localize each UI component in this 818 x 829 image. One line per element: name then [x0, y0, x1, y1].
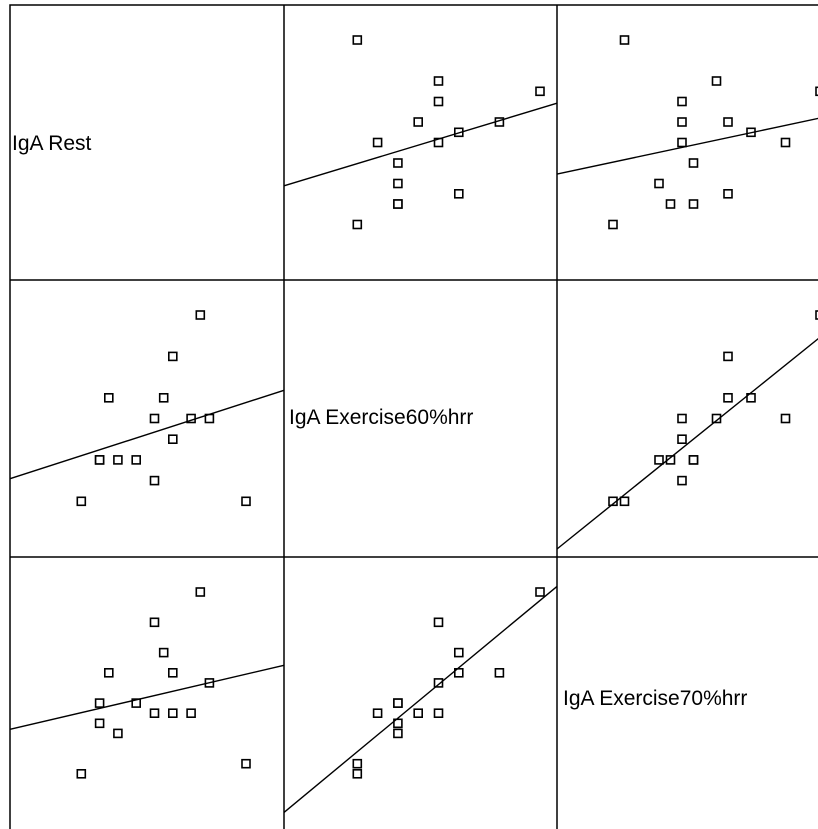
point-r1-c0-0: [76, 496, 87, 507]
point-r1-c2-4: [654, 455, 664, 465]
point-r1-c0-4: [113, 455, 123, 465]
point-r0-c2-7: [780, 137, 791, 148]
fit-line-r2-c1: [283, 585, 558, 813]
point-r0-c1-0: [352, 219, 363, 230]
point-r2-c1-0: [352, 768, 363, 779]
point-r1-c2-6: [677, 475, 687, 486]
point-r2-c1-6: [372, 708, 383, 719]
diagonal-label-igA-exercise70: IgA Exercise70%hrr: [563, 687, 747, 710]
point-r2-c1-10: [494, 667, 505, 678]
point-r2-c1-8: [453, 647, 464, 658]
point-r1-c2-12: [815, 310, 818, 320]
point-r2-c0-9: [168, 708, 178, 719]
point-r2-c1-4: [393, 728, 403, 739]
point-r0-c1-9: [413, 117, 424, 127]
point-r1-c0-5: [131, 455, 141, 465]
point-r1-c2-11: [677, 413, 687, 424]
point-r2-c0-6: [149, 708, 160, 719]
point-r1-c2-8: [746, 392, 756, 403]
point-r1-c2-1: [665, 455, 676, 465]
point-r0-c1-2: [393, 199, 403, 209]
point-r2-c1-1: [393, 718, 403, 729]
point-r0-c1-4: [393, 178, 403, 189]
fit-line-r0-c2: [556, 117, 818, 175]
variable-labels: IgA Rest IgA Exercise60%hrr IgA Exercise…: [12, 132, 747, 710]
point-r0-c2-6: [677, 137, 687, 148]
point-r2-c0-5: [131, 698, 141, 708]
point-r2-c1-13: [433, 678, 444, 688]
point-r1-c2-10: [723, 351, 733, 362]
point-r0-c2-1: [665, 199, 676, 209]
point-r2-c0-14: [241, 758, 251, 769]
point-r0-c2-2: [688, 199, 699, 209]
point-r1-c0-2: [94, 455, 105, 465]
point-r2-c1-11: [433, 708, 444, 719]
point-r0-c2-9: [677, 117, 687, 127]
point-r2-c1-3: [453, 667, 464, 678]
point-r2-c0-8: [158, 647, 169, 658]
point-r0-c1-6: [372, 137, 383, 148]
regression-lines: [9, 102, 818, 813]
point-r1-c0-6: [149, 475, 160, 486]
point-r1-c0-14: [241, 496, 251, 507]
point-r0-c2-14: [619, 35, 630, 45]
point-r0-c2-10: [723, 117, 733, 127]
point-r1-c2-7: [780, 413, 791, 424]
fit-line-r0-c1: [283, 102, 558, 187]
diagonal-label-igA-exercise60: IgA Exercise60%hrr: [289, 406, 473, 429]
point-r0-c1-12: [535, 86, 545, 97]
point-r1-c0-10: [168, 351, 178, 362]
point-r1-c0-9: [168, 434, 178, 445]
point-r0-c1-3: [453, 189, 464, 199]
point-r2-c0-7: [149, 617, 160, 628]
point-r1-c2-5: [688, 455, 699, 465]
point-r0-c2-0: [608, 219, 618, 230]
scatter-points: [76, 35, 818, 779]
matrix-grid-lines: [9, 4, 818, 829]
point-r1-c2-14: [619, 496, 630, 507]
point-r2-c1-9: [413, 708, 424, 719]
point-r1-c0-8: [158, 392, 169, 403]
point-r2-c1-12: [535, 587, 545, 597]
point-r0-c2-12: [815, 86, 818, 97]
point-r2-c1-7: [433, 617, 444, 628]
point-r2-c0-2: [94, 698, 105, 708]
fit-line-r1-c2: [556, 337, 818, 550]
point-r0-c1-14: [352, 35, 363, 45]
point-r1-c0-12: [195, 310, 206, 320]
point-r1-c0-7: [149, 413, 160, 424]
point-r2-c1-14: [352, 758, 363, 769]
point-r1-c2-9: [677, 434, 687, 445]
point-r0-c2-5: [688, 158, 699, 168]
point-r0-c2-13: [711, 76, 722, 86]
point-r1-c2-13: [711, 413, 722, 424]
point-r2-c0-3: [104, 667, 114, 678]
point-r0-c2-3: [723, 189, 733, 199]
point-r0-c1-11: [433, 96, 444, 107]
fit-line-r1-c0: [9, 389, 285, 480]
diagonal-label-igA-rest: IgA Rest: [12, 132, 92, 155]
point-r2-c0-11: [186, 708, 196, 719]
matrix-frame: [9, 4, 818, 829]
point-r0-c1-13: [433, 76, 444, 86]
point-r0-c1-5: [393, 158, 403, 168]
point-r2-c0-4: [113, 728, 123, 739]
fit-line-r2-c0: [9, 664, 285, 730]
point-r2-c1-5: [393, 698, 403, 708]
point-r2-c0-1: [94, 718, 105, 729]
point-r2-c0-0: [76, 768, 87, 779]
point-r2-c0-12: [195, 587, 206, 597]
point-r2-c0-10: [168, 667, 178, 678]
point-r1-c0-3: [104, 392, 114, 403]
point-r0-c2-4: [654, 178, 664, 189]
point-r0-c2-11: [677, 96, 687, 107]
point-r1-c2-3: [723, 392, 733, 403]
